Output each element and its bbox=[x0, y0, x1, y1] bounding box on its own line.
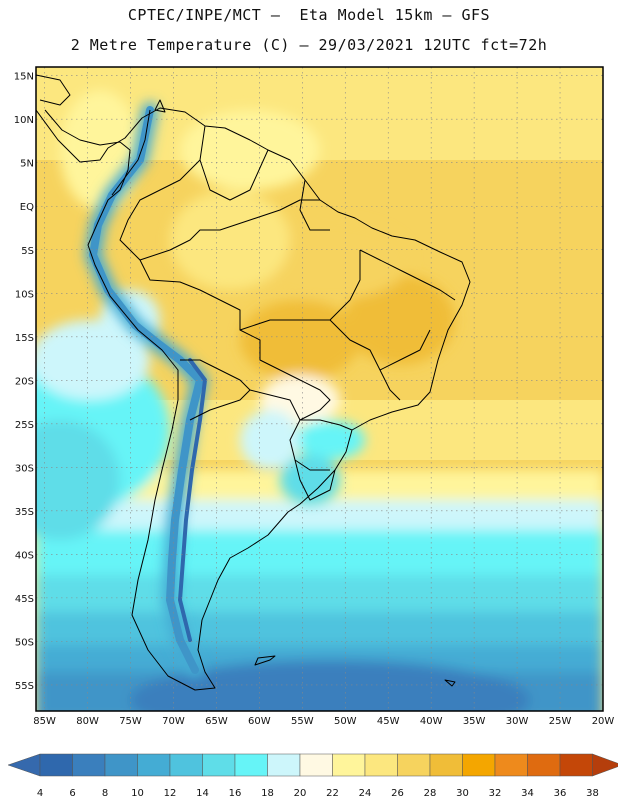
lat-label: 10N bbox=[14, 115, 34, 126]
lat-label: 20S bbox=[15, 376, 34, 387]
lon-label: 65W bbox=[205, 716, 228, 727]
colorbar-tick-label: 22 bbox=[326, 788, 339, 799]
lat-label: 40S bbox=[15, 550, 34, 561]
lat-label: 5N bbox=[20, 159, 34, 170]
colorbar-tick-label: 12 bbox=[164, 788, 177, 799]
lat-label: 55S bbox=[15, 681, 34, 692]
colorbar-swatch bbox=[299, 753, 333, 777]
colorbar-swatch bbox=[364, 753, 398, 777]
colorbar-tick-label: 26 bbox=[391, 788, 404, 799]
colorbar-swatch bbox=[267, 753, 301, 777]
colorbar-swatch bbox=[397, 753, 431, 777]
lon-label: 35W bbox=[463, 716, 486, 727]
lat-label: 50S bbox=[15, 637, 34, 648]
latitude-labels: 15N 10N 5N EQ 5S 10S 15S 20S 25S 30S 35S 40S 45S 50S 5… bbox=[14, 72, 34, 692]
lon-label: 55W bbox=[291, 716, 314, 727]
map-subtitle: 2 Metre Temperature (C) – 29/03/2021 12U… bbox=[70, 36, 548, 54]
colorbar-swatch bbox=[72, 753, 106, 777]
coastlines bbox=[36, 74, 471, 691]
lat-label: 35S bbox=[15, 507, 34, 518]
lon-label: 70W bbox=[162, 716, 185, 727]
colorbar-tick-label: 16 bbox=[229, 788, 242, 799]
colorbar-swatch bbox=[169, 753, 203, 777]
colorbar-swatch bbox=[462, 753, 496, 777]
colorbar-tick-label: 20 bbox=[294, 788, 307, 799]
colorbar-tick-label: 4 bbox=[37, 788, 43, 799]
lon-label: 40W bbox=[420, 716, 443, 727]
lat-label: 25S bbox=[15, 420, 34, 431]
colorbar-low-arrow bbox=[7, 753, 41, 777]
colorbar-tick-label: 38 bbox=[586, 788, 599, 799]
longitude-labels: 85W 80W 75W 70W 65W 60W 55W 50W 45W 40W 35W 30W 25W 2… bbox=[33, 716, 614, 727]
colorbar-swatch bbox=[494, 753, 528, 777]
colorbar-tick-label: 24 bbox=[359, 788, 372, 799]
colorbar-tick-label: 10 bbox=[131, 788, 144, 799]
lat-label: 15N bbox=[14, 72, 34, 83]
temperature-field bbox=[36, 67, 603, 711]
colorbar-swatch bbox=[559, 753, 593, 777]
lon-label: 85W bbox=[33, 716, 56, 727]
lon-label: 20W bbox=[592, 716, 615, 727]
lat-label: 10S bbox=[15, 289, 34, 300]
map-title: CPTEC/INPE/MCT – Eta Model 15km – GFS bbox=[127, 6, 491, 24]
lon-label: 80W bbox=[76, 716, 99, 727]
lat-label: 30S bbox=[15, 463, 34, 474]
colorbar-tick-label: 30 bbox=[456, 788, 469, 799]
colorbar-tick-label: 6 bbox=[69, 788, 75, 799]
colorbar-tick-label: 28 bbox=[424, 788, 437, 799]
colorbar-swatch bbox=[332, 753, 366, 777]
colorbar-tick-label: 8 bbox=[102, 788, 108, 799]
lon-label: 50W bbox=[334, 716, 357, 727]
colorbar-swatch bbox=[429, 753, 463, 777]
colorbar-tick-label: 36 bbox=[554, 788, 567, 799]
colorbar-swatch bbox=[234, 753, 268, 777]
lat-label: 45S bbox=[15, 594, 34, 605]
colorbar-swatch bbox=[137, 753, 171, 777]
lat-label: EQ bbox=[20, 202, 34, 213]
lat-label: 5S bbox=[21, 246, 34, 257]
colorbar-swatch bbox=[202, 753, 236, 777]
lat-label: 15S bbox=[15, 333, 34, 344]
colorbar-swatch bbox=[104, 753, 138, 777]
map-frame bbox=[35, 66, 604, 712]
lon-label: 25W bbox=[549, 716, 572, 727]
colorbar-swatch bbox=[527, 753, 561, 777]
lon-label: 75W bbox=[119, 716, 142, 727]
lon-label: 45W bbox=[377, 716, 400, 727]
colorbar-tick-label: 18 bbox=[261, 788, 274, 799]
colorbar: 4 6 8 10 12 14 16 18 20 22 24 26 28 30 32 34 36 38 bbox=[7, 753, 618, 799]
lon-label: 60W bbox=[248, 716, 271, 727]
colorbar-tick-label: 34 bbox=[521, 788, 534, 799]
colorbar-tick-label: 14 bbox=[196, 788, 209, 799]
colorbar-high-arrow bbox=[592, 753, 618, 777]
colorbar-swatch bbox=[39, 753, 73, 777]
colorbar-tick-label: 32 bbox=[489, 788, 502, 799]
lon-label: 30W bbox=[506, 716, 529, 727]
